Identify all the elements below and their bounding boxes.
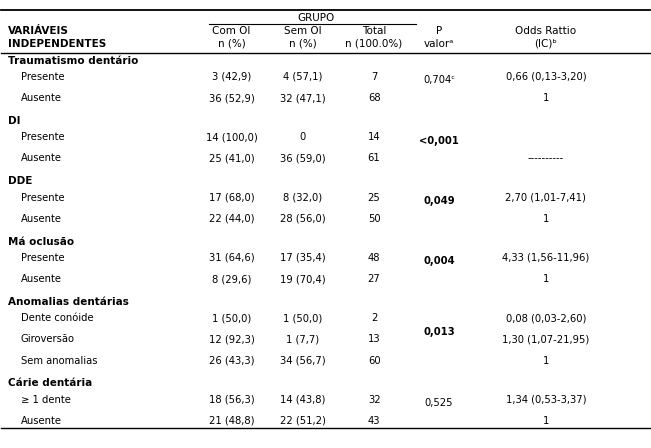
Text: 1: 1 [543,93,549,103]
Text: 14: 14 [368,132,380,142]
Text: 14 (100,0): 14 (100,0) [206,132,257,142]
Text: 1: 1 [543,274,549,284]
Text: 0,525: 0,525 [424,398,453,408]
Text: 50: 50 [368,214,380,224]
Text: 17 (68,0): 17 (68,0) [209,193,255,202]
Text: 2,70 (1,01-7,41): 2,70 (1,01-7,41) [505,193,587,202]
Text: Presente: Presente [21,72,64,82]
Text: 31 (64,6): 31 (64,6) [209,253,255,263]
Text: 36 (59,0): 36 (59,0) [280,154,326,164]
Text: 68: 68 [368,93,380,103]
Text: 19 (70,4): 19 (70,4) [280,274,326,284]
Text: ≥ 1 dente: ≥ 1 dente [21,395,71,405]
Text: P
valorᵃ: P valorᵃ [424,26,454,49]
Text: 27: 27 [368,274,380,284]
Text: 2: 2 [371,313,378,323]
Text: 1,30 (1,07-21,95): 1,30 (1,07-21,95) [503,334,590,345]
Text: 0,004: 0,004 [423,256,455,267]
Text: 22 (51,2): 22 (51,2) [280,416,326,426]
Text: 0,66 (0,13-3,20): 0,66 (0,13-3,20) [506,72,586,82]
Text: 28 (56,0): 28 (56,0) [280,214,326,224]
Text: Ausente: Ausente [21,154,62,164]
Text: 4,33 (1,56-11,96): 4,33 (1,56-11,96) [503,253,590,263]
Text: 17 (35,4): 17 (35,4) [280,253,326,263]
Text: 18 (56,3): 18 (56,3) [209,395,255,405]
Text: 32 (47,1): 32 (47,1) [280,93,326,103]
Text: 14 (43,8): 14 (43,8) [280,395,326,405]
Text: 1,34 (0,53-3,37): 1,34 (0,53-3,37) [506,395,586,405]
Text: Ausente: Ausente [21,214,62,224]
Text: Ausente: Ausente [21,416,62,426]
Text: 3 (42,9): 3 (42,9) [212,72,251,82]
Text: 13: 13 [368,334,380,345]
Text: 61: 61 [368,154,380,164]
Text: 8 (29,6): 8 (29,6) [212,274,251,284]
Text: 25 (41,0): 25 (41,0) [209,154,255,164]
Text: 36 (52,9): 36 (52,9) [208,93,255,103]
Text: Ausente: Ausente [21,274,62,284]
Text: 0,013: 0,013 [423,327,455,337]
Text: Presente: Presente [21,253,64,263]
Text: 7: 7 [371,72,378,82]
Text: DDE: DDE [8,177,33,186]
Text: VARIÁVEIS
INDEPENDENTES: VARIÁVEIS INDEPENDENTES [8,26,106,49]
Text: Traumatismo dentário: Traumatismo dentário [8,56,138,66]
Text: GRUPO: GRUPO [297,13,335,22]
Text: 0,049: 0,049 [423,196,455,206]
Text: 26 (43,3): 26 (43,3) [209,356,255,366]
Text: 1 (50,0): 1 (50,0) [283,313,322,323]
Text: 8 (32,0): 8 (32,0) [283,193,322,202]
Text: Giroversão: Giroversão [21,334,75,345]
Text: <0,001: <0,001 [419,136,459,146]
Text: Anomalias dentárias: Anomalias dentárias [8,297,129,307]
Text: Com OI
n (%): Com OI n (%) [212,26,251,49]
Text: 32: 32 [368,395,380,405]
Text: Sem OI
n (%): Sem OI n (%) [284,26,322,49]
Text: DI: DI [8,116,20,126]
Text: Sem anomalias: Sem anomalias [21,356,98,366]
Text: 1 (7,7): 1 (7,7) [286,334,320,345]
Text: Presente: Presente [21,193,64,202]
Text: Presente: Presente [21,132,64,142]
Text: 0,704ᶜ: 0,704ᶜ [423,75,455,86]
Text: Má oclusão: Má oclusão [8,237,74,247]
Text: 60: 60 [368,356,380,366]
Text: 21 (48,8): 21 (48,8) [209,416,255,426]
Text: 34 (56,7): 34 (56,7) [280,356,326,366]
Text: 12 (92,3): 12 (92,3) [208,334,255,345]
Text: 0: 0 [299,132,306,142]
Text: 1: 1 [543,356,549,366]
Text: 43: 43 [368,416,380,426]
Text: 1: 1 [543,416,549,426]
Text: Total
n (100.0%): Total n (100.0%) [346,26,403,49]
Text: Ausente: Ausente [21,93,62,103]
Text: Cárie dentária: Cárie dentária [8,379,92,388]
Text: ----------: ---------- [528,154,564,164]
Text: Dente conóide: Dente conóide [21,313,94,323]
Text: 48: 48 [368,253,380,263]
Text: 4 (57,1): 4 (57,1) [283,72,322,82]
Text: 22 (44,0): 22 (44,0) [209,214,255,224]
Text: 1 (50,0): 1 (50,0) [212,313,251,323]
Text: 25: 25 [368,193,380,202]
Text: Odds Rattio
(IC)ᵇ: Odds Rattio (IC)ᵇ [516,26,576,49]
Text: 1: 1 [543,214,549,224]
Text: 0,08 (0,03-2,60): 0,08 (0,03-2,60) [506,313,586,323]
